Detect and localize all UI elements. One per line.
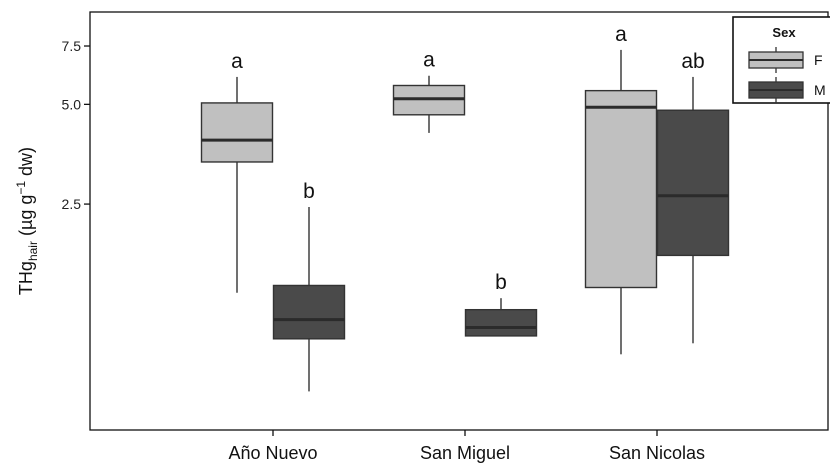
y-axis-label-end: dw): [16, 147, 36, 181]
x-tick-label: San Nicolas: [609, 443, 705, 463]
box-body: [656, 109, 730, 257]
significance-label: a: [423, 49, 435, 72]
box-m: [656, 76, 730, 344]
legend-label: F: [814, 52, 823, 68]
y-axis-label-sub: hair: [26, 241, 40, 261]
x-tick-label: San Miguel: [420, 443, 510, 463]
box-group: [200, 49, 730, 392]
box-body: [200, 102, 274, 163]
y-tick-label: 2.5: [62, 196, 82, 212]
y-tick-label: 5.0: [62, 96, 82, 112]
significance-label: b: [495, 271, 507, 294]
y-axis-label: THghair (µg g−1 dw): [14, 147, 40, 295]
box-body: [464, 308, 538, 337]
y-axis-label-rest: (µg g: [16, 195, 36, 241]
y-axis-label-sup: −1: [14, 181, 28, 195]
box-m: [272, 206, 346, 392]
significance-label: a: [231, 50, 243, 73]
box-f: [392, 75, 466, 133]
significance-label: ab: [681, 50, 704, 73]
y-tick-label: 7.5: [62, 38, 82, 54]
box-body: [584, 89, 658, 289]
legend: Sex FM: [732, 16, 830, 104]
box-f: [200, 76, 274, 293]
legend-label: M: [814, 82, 826, 98]
svg-text:THghair (µg g−1 dw): THghair (µg g−1 dw): [14, 147, 40, 295]
box-m: [464, 298, 538, 337]
y-axis-label-main: THg: [16, 261, 36, 295]
legend-entry-m: M: [748, 77, 826, 103]
significance-label: a: [615, 23, 627, 46]
box-body: [272, 284, 346, 340]
axes: 2.5 5.0 7.5 Año Nuevo San Miguel San Nicolas: [62, 38, 705, 463]
significance-label: b: [303, 180, 315, 203]
legend-title: Sex: [772, 25, 796, 40]
x-tick-label: Año Nuevo: [228, 443, 317, 463]
box-f: [584, 49, 658, 355]
legend-entry-f: F: [748, 47, 823, 73]
